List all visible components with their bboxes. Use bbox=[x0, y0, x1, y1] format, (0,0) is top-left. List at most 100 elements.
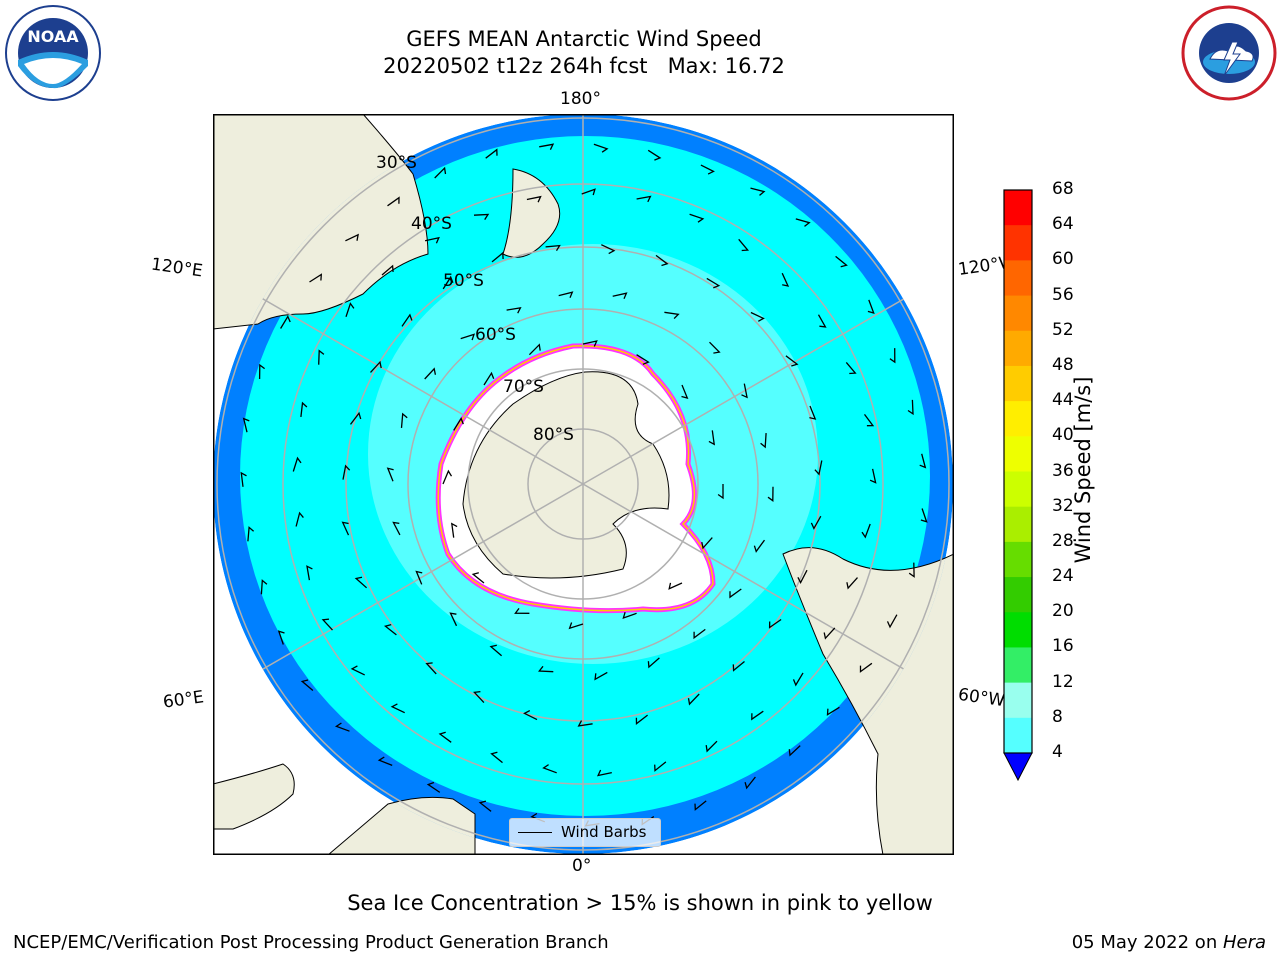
wind-barb bbox=[341, 521, 350, 536]
wind-barb bbox=[490, 751, 503, 764]
colorbar-segment bbox=[1004, 295, 1032, 332]
wind-barb bbox=[785, 355, 799, 367]
wind-barb bbox=[869, 468, 877, 484]
wind-barb bbox=[349, 411, 362, 425]
lat-label-40s: 40°S bbox=[411, 214, 452, 234]
wind-barb bbox=[744, 776, 756, 790]
wind-barb bbox=[729, 588, 742, 599]
wind-barb bbox=[318, 349, 325, 365]
wind-barb bbox=[612, 292, 628, 299]
noaa-logo: NOAA bbox=[4, 4, 102, 102]
wind-barb bbox=[514, 608, 530, 614]
wind-barb bbox=[489, 644, 503, 657]
colorbar-tick-label: 20 bbox=[1052, 601, 1074, 622]
colorbar-tick-label: 8 bbox=[1052, 706, 1063, 727]
wind-barb bbox=[438, 731, 452, 743]
colorbar-tick-label: 64 bbox=[1052, 214, 1074, 235]
wind-barb bbox=[861, 523, 871, 539]
wind-barb bbox=[473, 690, 485, 704]
wind-barb bbox=[473, 213, 490, 220]
wind-barb bbox=[321, 618, 333, 631]
wind-barb bbox=[687, 693, 700, 706]
legend-label: Wind Barbs bbox=[561, 823, 647, 841]
wind-barb bbox=[491, 251, 504, 263]
wind-barb bbox=[792, 672, 804, 687]
wind-barb bbox=[920, 508, 928, 523]
footer-date: 05 May 2022 on Hera bbox=[1072, 932, 1266, 953]
wind-barb bbox=[387, 196, 400, 207]
wind-barb bbox=[386, 467, 394, 482]
wind-barb bbox=[814, 460, 823, 476]
wind-barb bbox=[694, 800, 707, 811]
colorbar-tick-label: 56 bbox=[1052, 284, 1074, 305]
wind-barb bbox=[582, 340, 598, 347]
wind-barb bbox=[442, 275, 454, 290]
wind-barbs bbox=[240, 143, 928, 827]
colorbar-segment bbox=[1004, 401, 1032, 437]
wind-barb bbox=[654, 761, 667, 772]
wind-barb bbox=[392, 521, 401, 536]
wind-barb bbox=[700, 164, 715, 175]
wind-barb bbox=[681, 384, 689, 399]
wind-barb bbox=[647, 149, 662, 161]
wind-barb bbox=[526, 195, 542, 203]
colorbar-tick-label: 28 bbox=[1052, 530, 1074, 551]
wind-barb bbox=[823, 627, 836, 640]
wind-barb bbox=[636, 195, 652, 203]
lat-label-80s: 80°S bbox=[533, 425, 574, 445]
wind-barb bbox=[450, 522, 458, 538]
map-frame bbox=[213, 114, 954, 855]
colorbar-tick-label: 52 bbox=[1052, 319, 1074, 340]
colorbar-tick-label: 44 bbox=[1052, 390, 1074, 411]
nws-logo bbox=[1180, 4, 1278, 102]
wind-barb bbox=[664, 311, 680, 320]
wind-barb bbox=[738, 238, 750, 252]
wind-barb bbox=[845, 361, 857, 375]
colorbar-extend-arrow bbox=[1003, 752, 1033, 782]
colorbar-tick-label: 16 bbox=[1052, 636, 1074, 657]
colorbar-tick-label: 36 bbox=[1052, 460, 1074, 481]
wind-barb bbox=[401, 313, 413, 327]
colorbar-segment bbox=[1004, 541, 1032, 578]
wind-barb bbox=[247, 526, 255, 542]
wind-barb bbox=[859, 662, 873, 673]
colorbar-tick-label: 60 bbox=[1052, 249, 1074, 270]
wind-barb bbox=[781, 272, 790, 287]
wind-barb bbox=[345, 302, 355, 318]
noaa-logo-text: NOAA bbox=[27, 27, 79, 46]
footer-org: NCEP/EMC/Verification Post Processing Pr… bbox=[13, 932, 609, 953]
wind-barb bbox=[449, 612, 458, 627]
wind-barb bbox=[655, 254, 669, 267]
colorbar-segment bbox=[1004, 577, 1032, 613]
wind-barb bbox=[354, 576, 368, 589]
wind-barb bbox=[545, 244, 561, 252]
wind-barb bbox=[442, 469, 453, 485]
colorbar-tick-label: 32 bbox=[1052, 495, 1074, 516]
colorbar-tick-label: 40 bbox=[1052, 425, 1074, 446]
wind-barb bbox=[768, 618, 782, 629]
wind-barb bbox=[460, 333, 476, 341]
wind-barb bbox=[453, 417, 464, 431]
wind-barb bbox=[919, 453, 927, 469]
colorbar-label: Wind Speed [m/s] bbox=[1071, 376, 1095, 564]
wind-barb bbox=[280, 315, 291, 329]
wind-barb bbox=[867, 299, 875, 314]
colorbar-segment bbox=[1004, 682, 1032, 719]
wind-barb bbox=[523, 710, 538, 721]
wind-barb bbox=[886, 614, 898, 629]
map-legend: Wind Barbs bbox=[509, 818, 661, 847]
wind-barb bbox=[370, 360, 382, 373]
colorbar-segment bbox=[1004, 260, 1032, 297]
wind-barb bbox=[528, 343, 541, 356]
wind-barb bbox=[705, 740, 718, 753]
colorbar-segment bbox=[1004, 225, 1032, 261]
legend-line-swatch bbox=[518, 832, 552, 833]
map-title: GEFS MEAN Antarctic Wind Speed bbox=[406, 27, 762, 51]
colorbar bbox=[1003, 189, 1033, 782]
wind-barb bbox=[300, 679, 314, 691]
wind-barb bbox=[668, 582, 683, 590]
colorbar-frame bbox=[1003, 189, 1033, 754]
wind-barb bbox=[908, 562, 915, 578]
wind-barb bbox=[240, 471, 247, 487]
footer-date-text: 05 May 2022 on bbox=[1071, 932, 1223, 953]
